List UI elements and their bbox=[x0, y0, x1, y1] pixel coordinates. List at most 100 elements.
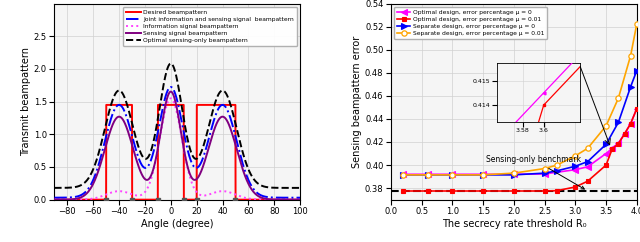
Separate design, error percentage μ = 0 bbox=[572, 165, 579, 168]
Optimal design, error percentage μ = 0.01 bbox=[614, 142, 622, 145]
Information signal beampattern bbox=[79, 198, 86, 201]
Optimal design, error percentage μ = 0.01 bbox=[541, 189, 548, 192]
Information signal beampattern bbox=[145, 184, 152, 187]
Optimal design, error percentage μ = 0.01 bbox=[633, 107, 640, 110]
Optimal design, error percentage μ = 0 bbox=[510, 173, 518, 176]
Information signal beampattern bbox=[292, 198, 300, 201]
Optimal sensing-only beampattern bbox=[156, 109, 163, 112]
Information signal beampattern bbox=[51, 198, 58, 201]
Separate design, error percentage μ = 0.01 bbox=[614, 97, 622, 100]
Separate design, error percentage μ = 0 bbox=[633, 69, 640, 72]
Optimal design, error percentage μ = 0.01 bbox=[479, 189, 487, 192]
Joint information and sensing signal  beampattern bbox=[79, 193, 86, 196]
Separate design, error percentage μ = 0 bbox=[553, 169, 561, 172]
Desired beampattern bbox=[145, 198, 152, 201]
Separate design, error percentage μ = 0 bbox=[584, 160, 591, 163]
X-axis label: The secrecy rate threshold R₀: The secrecy rate threshold R₀ bbox=[442, 219, 586, 229]
Sensing signal beampattern bbox=[51, 198, 58, 201]
Optimal design, error percentage μ = 0.01 bbox=[553, 189, 561, 192]
Optimal design, error percentage μ = 0 bbox=[584, 165, 591, 168]
Joint information and sensing signal  beampattern bbox=[156, 123, 163, 126]
Optimal sensing-only beampattern bbox=[292, 186, 300, 189]
Line: Separate design, error percentage μ = 0: Separate design, error percentage μ = 0 bbox=[401, 68, 639, 178]
Separate design, error percentage μ = 0 bbox=[399, 174, 407, 176]
Optimal design, error percentage μ = 0.01 bbox=[584, 180, 591, 183]
Y-axis label: Transmit beampattern: Transmit beampattern bbox=[21, 47, 31, 156]
Optimal design, error percentage μ = 0 bbox=[614, 142, 622, 145]
Optimal design, error percentage μ = 0.01 bbox=[627, 122, 634, 125]
Line: Separate design, error percentage μ = 0.01: Separate design, error percentage μ = 0.… bbox=[401, 21, 639, 177]
Desired beampattern bbox=[296, 198, 304, 201]
Desired beampattern bbox=[102, 104, 110, 106]
Desired beampattern bbox=[93, 198, 101, 201]
Desired beampattern bbox=[292, 198, 300, 201]
Separate design, error percentage μ = 0.01 bbox=[479, 174, 487, 176]
Optimal design, error percentage μ = 0 bbox=[479, 173, 487, 176]
Optimal sensing-only beampattern bbox=[145, 155, 152, 158]
Separate design, error percentage μ = 0 bbox=[510, 174, 518, 176]
Optimal design, error percentage μ = 0 bbox=[627, 122, 634, 125]
Legend: Desired beampattern, Joint information and sensing signal  beampattern, Informat: Desired beampattern, Joint information a… bbox=[123, 7, 297, 46]
Separate design, error percentage μ = 0.01 bbox=[541, 167, 548, 170]
Separate design, error percentage μ = 0 bbox=[479, 174, 487, 176]
Desired beampattern bbox=[265, 198, 273, 201]
Line: Joint information and sensing signal  beampattern: Joint information and sensing signal bea… bbox=[54, 87, 300, 198]
Joint information and sensing signal  beampattern bbox=[93, 168, 101, 171]
Separate design, error percentage μ = 0.01 bbox=[572, 154, 579, 157]
Line: Optimal sensing-only beampattern: Optimal sensing-only beampattern bbox=[54, 63, 300, 188]
Sensing signal beampattern bbox=[145, 178, 152, 181]
Sensing signal beampattern bbox=[265, 198, 273, 201]
Text: Sensing-only benchmark: Sensing-only benchmark bbox=[486, 155, 584, 189]
Line: Desired beampattern: Desired beampattern bbox=[54, 105, 300, 200]
Separate design, error percentage μ = 0.01 bbox=[399, 174, 407, 176]
Optimal design, error percentage μ = 0 bbox=[602, 152, 610, 155]
Separate design, error percentage μ = 0.01 bbox=[627, 54, 634, 57]
Optimal design, error percentage μ = 0 bbox=[424, 173, 432, 176]
Information signal beampattern bbox=[265, 198, 273, 201]
Information signal beampattern bbox=[93, 196, 101, 199]
Desired beampattern bbox=[79, 198, 86, 201]
Optimal design, error percentage μ = 0.01 bbox=[602, 164, 610, 166]
Sensing signal beampattern bbox=[93, 173, 101, 176]
Separate design, error percentage μ = 0 bbox=[627, 85, 634, 88]
Separate design, error percentage μ = 0 bbox=[602, 143, 610, 146]
Optimal design, error percentage μ = 0.01 bbox=[510, 189, 518, 192]
Optimal sensing-only beampattern bbox=[93, 157, 101, 160]
Optimal design, error percentage μ = 0.01 bbox=[399, 189, 407, 192]
Sensing signal beampattern bbox=[156, 139, 163, 142]
Separate design, error percentage μ = 0 bbox=[449, 174, 456, 176]
Line: Optimal design, error percentage μ = 0.01: Optimal design, error percentage μ = 0.0… bbox=[401, 106, 639, 193]
Information signal beampattern bbox=[296, 198, 304, 201]
Separate design, error percentage μ = 0.01 bbox=[449, 174, 456, 176]
Optimal design, error percentage μ = 0 bbox=[621, 132, 628, 135]
Optimal design, error percentage μ = 0 bbox=[633, 107, 640, 110]
Joint information and sensing signal  beampattern bbox=[167, 86, 175, 89]
Optimal design, error percentage μ = 0 bbox=[449, 173, 456, 176]
Optimal sensing-only beampattern bbox=[79, 183, 86, 186]
Joint information and sensing signal  beampattern bbox=[292, 196, 300, 199]
Optimal design, error percentage μ = 0.01 bbox=[609, 147, 616, 150]
Optimal sensing-only beampattern bbox=[167, 62, 175, 65]
Joint information and sensing signal  beampattern bbox=[51, 196, 58, 199]
Separate design, error percentage μ = 0.01 bbox=[553, 164, 561, 166]
Sensing signal beampattern bbox=[167, 90, 175, 93]
Line: Optimal design, error percentage μ = 0: Optimal design, error percentage μ = 0 bbox=[401, 106, 639, 177]
Optimal sensing-only beampattern bbox=[296, 186, 304, 189]
Line: Information signal beampattern: Information signal beampattern bbox=[54, 98, 300, 200]
Optimal design, error percentage μ = 0 bbox=[572, 168, 579, 171]
Separate design, error percentage μ = 0.01 bbox=[602, 124, 610, 127]
Separate design, error percentage μ = 0 bbox=[541, 172, 548, 174]
Optimal design, error percentage μ = 0.01 bbox=[572, 186, 579, 189]
Joint information and sensing signal  beampattern bbox=[145, 164, 152, 167]
Information signal beampattern bbox=[156, 140, 163, 143]
Separate design, error percentage μ = 0.01 bbox=[424, 174, 432, 176]
Optimal sensing-only beampattern bbox=[51, 186, 58, 189]
Optimal design, error percentage μ = 0.01 bbox=[449, 189, 456, 192]
Joint information and sensing signal  beampattern bbox=[265, 196, 273, 199]
Desired beampattern bbox=[51, 198, 58, 201]
Sensing signal beampattern bbox=[292, 198, 300, 201]
X-axis label: Angle (degree): Angle (degree) bbox=[141, 219, 214, 229]
Separate design, error percentage μ = 0 bbox=[614, 121, 622, 124]
Sensing signal beampattern bbox=[79, 195, 86, 198]
Separate design, error percentage μ = 0.01 bbox=[584, 147, 591, 150]
